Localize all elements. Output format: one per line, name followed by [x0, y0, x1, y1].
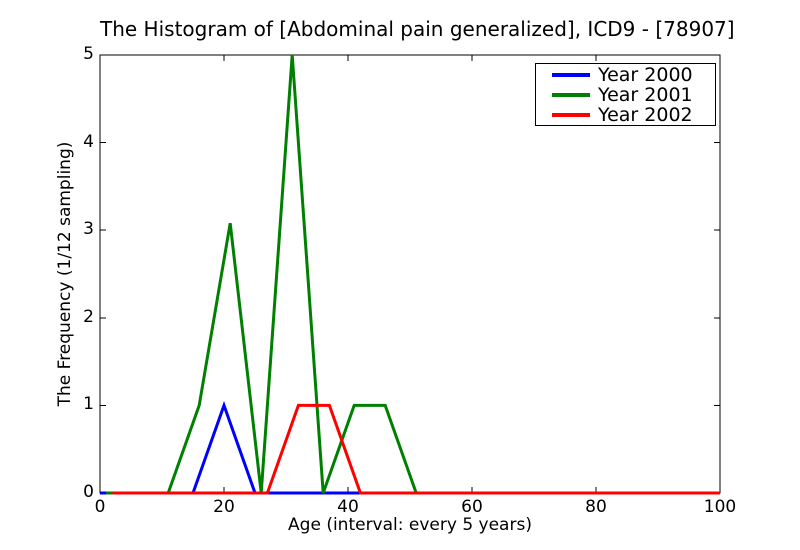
- legend-label-year-2001: Year 2001: [598, 83, 693, 106]
- legend-item-year-2001: Year 2001: [536, 85, 715, 105]
- legend-item-year-2000: Year 2000: [536, 65, 715, 85]
- legend-line-sample-year-2001: [552, 92, 590, 97]
- x-tick-label: 80: [585, 497, 607, 517]
- series-line-year-2002: [112, 403, 720, 495]
- x-tick-label: 20: [213, 497, 235, 517]
- y-tick-label: 2: [83, 306, 94, 327]
- legend-label-year-2002: Year 2002: [598, 103, 693, 126]
- y-tick-label: 3: [83, 219, 94, 240]
- y-tick-label: 1: [83, 394, 94, 415]
- chart-title: The Histogram of [Abdominal pain general…: [100, 17, 735, 41]
- y-tick-label: 0: [83, 482, 94, 502]
- legend-line-sample-year-2000: [552, 72, 590, 77]
- x-tick-label: 100: [703, 497, 737, 517]
- y-axis-label: The Frequency (1/12 sampling): [55, 141, 75, 407]
- x-axis-label: Age (interval: every 5 years): [288, 515, 532, 535]
- y-tick-label: 5: [83, 44, 94, 64]
- legend-item-year-2002: Year 2002: [536, 105, 715, 125]
- y-tick-label: 4: [83, 131, 94, 152]
- x-tick-label: 40: [337, 497, 359, 517]
- x-tick-label: 60: [461, 497, 483, 517]
- legend-line-sample-year-2002: [552, 112, 590, 117]
- legend-label-year-2000: Year 2000: [598, 63, 693, 86]
- x-tick-label: 0: [94, 497, 106, 517]
- legend: Year 2000 Year 2001 Year 2002: [535, 63, 716, 126]
